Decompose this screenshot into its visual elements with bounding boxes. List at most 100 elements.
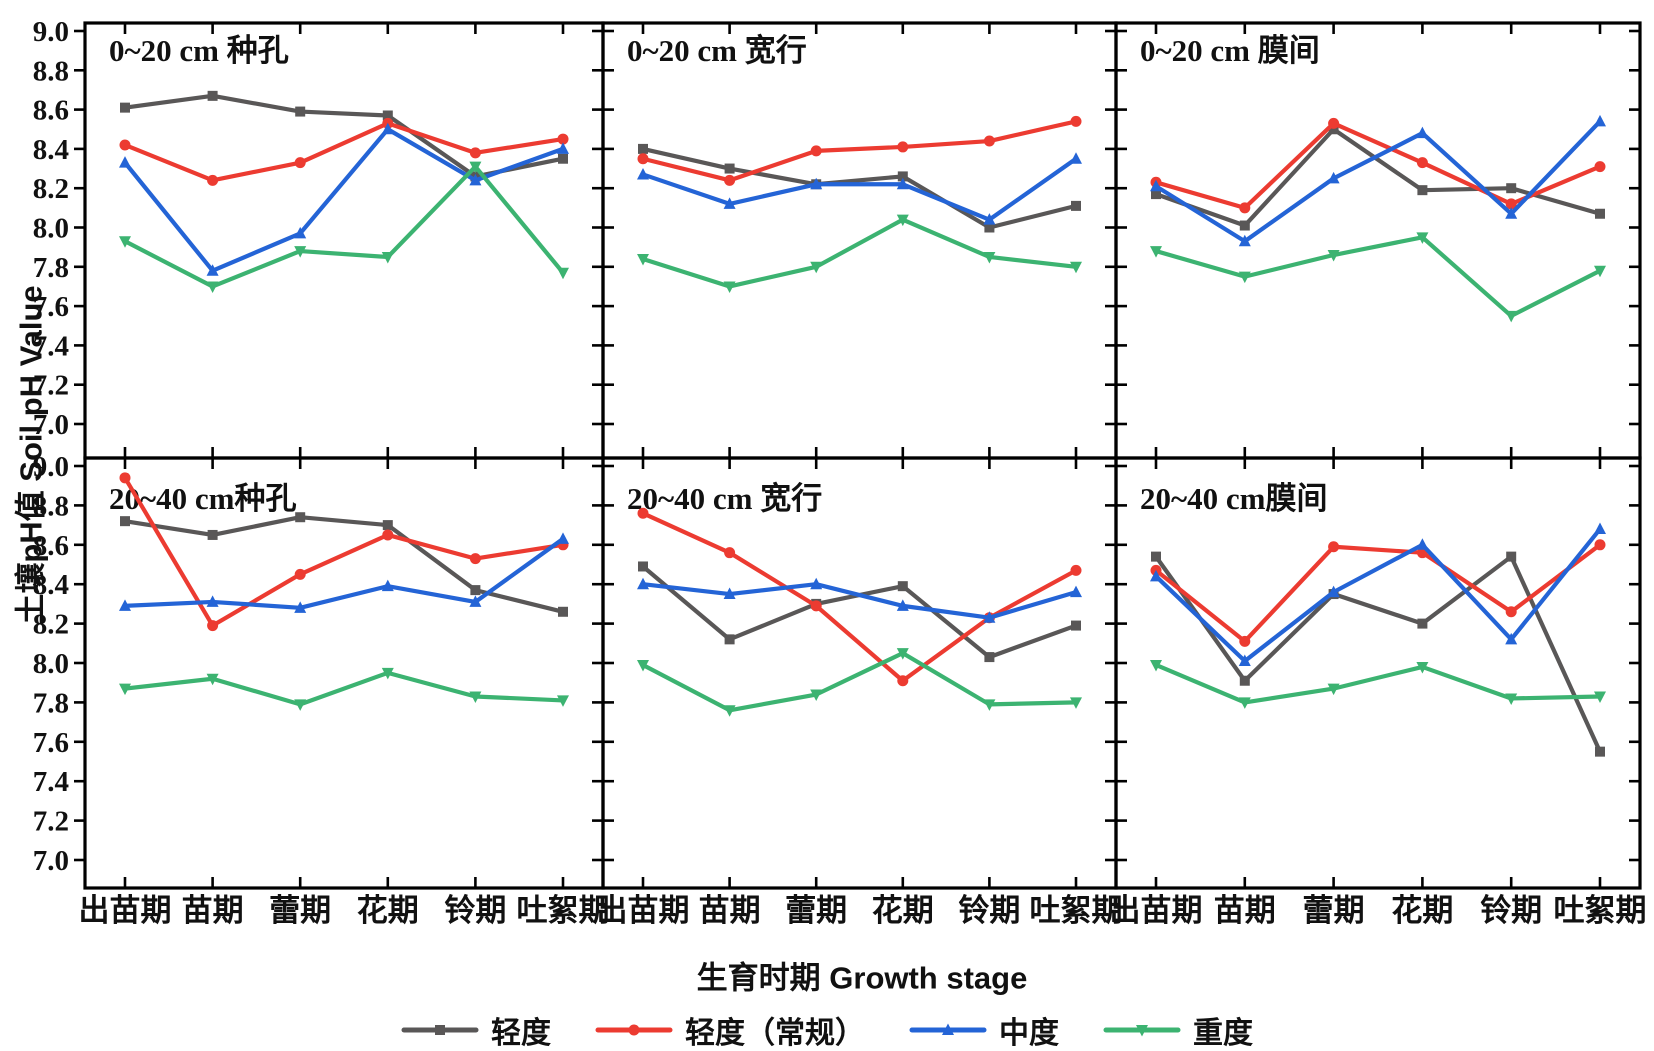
data-point-marker <box>470 585 481 596</box>
data-point-marker <box>557 133 569 145</box>
panel-border <box>83 21 605 460</box>
data-point-marker <box>983 611 996 623</box>
data-point-marker <box>1150 179 1162 192</box>
x-axis-title: 生育时期 Growth stage <box>696 960 1028 996</box>
data-point-marker <box>628 1024 640 1036</box>
data-point-marker <box>469 553 481 565</box>
legend-item: 轻度 <box>401 1008 551 1051</box>
data-point-marker <box>984 652 995 663</box>
data-point-marker <box>810 261 823 274</box>
legend-label: 轻度（常规） <box>685 1017 865 1050</box>
data-point-marker <box>207 620 219 632</box>
data-point-marker <box>294 226 307 239</box>
data-point-marker <box>897 581 908 592</box>
data-point-marker <box>557 267 569 280</box>
data-point-marker <box>469 691 482 703</box>
data-point-marker <box>896 177 909 190</box>
data-point-marker <box>1416 232 1429 244</box>
panel: 出苗期 苗期 蕾期 花期 铃期 吐絮期 20~40 cm 宽行 <box>597 456 1123 928</box>
panel-title: 0~20 cm 种孔 <box>109 33 289 68</box>
data-point-marker <box>1070 697 1082 709</box>
data-point-marker <box>1595 746 1605 757</box>
x-category-label: 出苗期 <box>597 893 690 928</box>
series-line <box>640 217 1079 289</box>
data-point-marker <box>206 673 219 686</box>
y-tick-label: 9.0 <box>33 451 69 483</box>
data-point-marker <box>381 122 394 135</box>
y-tick-label: 8.6 <box>33 530 69 562</box>
panel-border <box>1114 21 1642 460</box>
data-point-marker <box>120 516 130 527</box>
series-line <box>640 156 1079 222</box>
data-point-marker <box>1506 183 1517 194</box>
data-point-marker <box>557 532 569 544</box>
legend-label: 轻度 <box>491 1017 551 1050</box>
y-tick-label: 8.4 <box>33 134 69 166</box>
legend-label: 重度 <box>1193 1017 1253 1050</box>
legend-swatch-square-icon <box>401 1025 479 1035</box>
panel-title: 20~40 cm膜间 <box>1140 481 1327 516</box>
data-point-marker <box>1239 202 1251 214</box>
series-line <box>1153 119 1603 244</box>
data-point-marker <box>1594 691 1606 703</box>
data-point-marker <box>1328 117 1340 129</box>
data-point-marker <box>1239 675 1250 686</box>
data-point-marker <box>1070 152 1082 164</box>
data-point-marker <box>637 253 649 266</box>
data-point-marker <box>1071 200 1081 211</box>
data-point-marker <box>897 675 909 687</box>
y-tick-label: 7.2 <box>33 806 69 838</box>
legend-label: 中度 <box>999 1017 1059 1050</box>
data-point-marker <box>942 1023 954 1035</box>
legend: 轻度 轻度（常规） 中度 重度 <box>0 1008 1654 1051</box>
data-point-marker <box>1594 539 1606 551</box>
panel: 0~20 cm 膜间 <box>1114 21 1642 460</box>
data-point-marker <box>1327 683 1340 696</box>
data-point-marker <box>206 281 219 293</box>
data-point-marker <box>382 529 394 541</box>
legend-swatch-circle-icon <box>595 1024 673 1036</box>
data-point-marker <box>724 163 735 174</box>
y-tick-label: 8.0 <box>33 648 69 680</box>
data-point-marker <box>1070 564 1082 576</box>
x-category-label: 吐絮期 <box>1030 893 1123 928</box>
data-point-marker <box>295 106 306 117</box>
x-category-label: 铃期 <box>958 893 1020 928</box>
data-point-marker <box>637 577 649 590</box>
series-line <box>122 536 566 610</box>
data-point-marker <box>723 281 736 293</box>
data-point-marker <box>119 139 131 151</box>
data-point-marker <box>558 606 568 617</box>
data-point-marker <box>381 251 394 264</box>
series-line <box>122 93 566 179</box>
x-category-label: 苗期 <box>1214 893 1276 928</box>
data-point-marker <box>1151 189 1161 200</box>
data-point-marker <box>119 156 131 168</box>
series-line <box>1153 127 1603 228</box>
data-point-marker <box>984 222 995 233</box>
data-point-marker <box>897 171 908 182</box>
data-point-marker <box>1151 551 1161 562</box>
data-point-marker <box>1594 161 1606 173</box>
data-point-marker <box>1150 659 1162 672</box>
y-tick-label: 8.4 <box>33 569 69 601</box>
data-point-marker <box>1328 124 1339 135</box>
data-point-marker <box>1070 261 1082 274</box>
data-point-marker <box>120 102 130 113</box>
data-point-marker <box>207 174 219 186</box>
x-category-label: 出苗期 <box>1110 893 1203 928</box>
data-point-marker <box>1070 115 1082 127</box>
x-category-label: 苗期 <box>182 893 244 928</box>
y-tick-label: 8.8 <box>33 55 69 87</box>
legend-item: 中度 <box>909 1008 1059 1051</box>
series-line <box>640 146 1079 230</box>
data-point-marker <box>1327 585 1340 598</box>
data-point-marker <box>1505 606 1517 618</box>
series-line <box>122 121 566 183</box>
x-category-label: 蕾期 <box>785 893 847 928</box>
data-point-marker <box>1239 220 1250 231</box>
data-point-marker <box>1505 198 1517 210</box>
data-point-marker <box>207 90 218 101</box>
data-point-marker <box>1417 618 1428 629</box>
data-point-marker <box>724 634 735 645</box>
